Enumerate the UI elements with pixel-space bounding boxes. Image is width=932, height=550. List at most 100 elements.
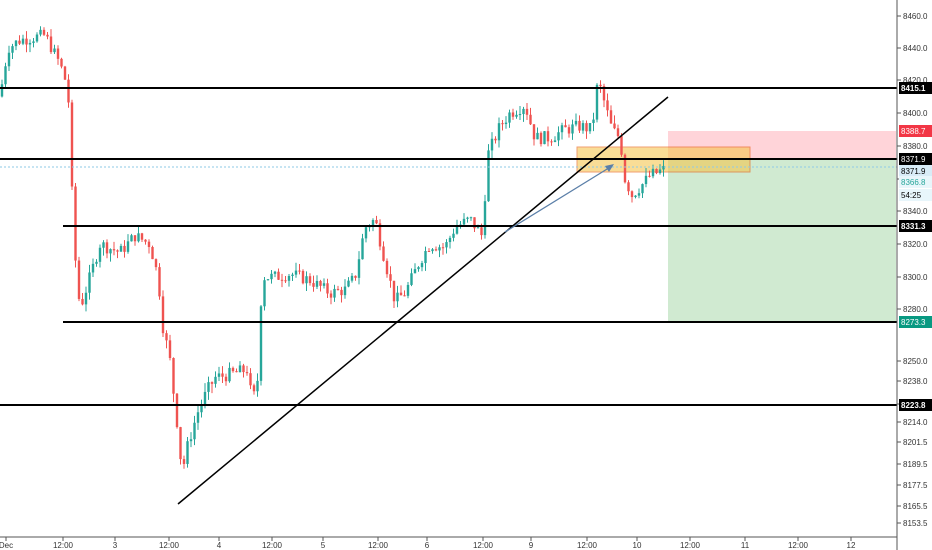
- candle-body: [214, 376, 217, 384]
- trendline[interactable]: [177, 96, 669, 505]
- candle: [186, 436, 189, 468]
- candle-body: [133, 235, 137, 242]
- candle-body: [532, 124, 536, 140]
- candle: [210, 381, 214, 394]
- candle-body: [539, 132, 543, 145]
- candle-body: [67, 79, 70, 103]
- candle: [25, 31, 28, 53]
- candle-body: [7, 52, 11, 67]
- candle-body: [494, 138, 497, 141]
- candle: [606, 93, 609, 117]
- candle: [406, 281, 410, 299]
- candle: [312, 275, 315, 292]
- candle-body: [564, 125, 567, 128]
- candle: [539, 131, 543, 147]
- candle: [515, 110, 518, 119]
- x-tick-label: 12: [847, 541, 856, 550]
- candle-body: [651, 168, 655, 177]
- candle-body: [340, 289, 343, 296]
- candle-body: [217, 373, 221, 377]
- candle-body: [529, 114, 532, 125]
- candle: [81, 293, 84, 306]
- x-tick-label: 9: [529, 541, 534, 550]
- candle-body: [32, 41, 35, 43]
- candle: [529, 107, 532, 126]
- candle: [462, 213, 466, 227]
- candle: [63, 65, 67, 81]
- candle: [305, 271, 308, 291]
- candle: [532, 124, 536, 146]
- candle-body: [175, 393, 179, 428]
- candle-body: [515, 114, 518, 117]
- candle: [557, 126, 560, 147]
- candle: [112, 241, 116, 256]
- candle-body: [602, 86, 606, 101]
- candle-body: [543, 131, 546, 145]
- candle-body: [53, 48, 56, 53]
- candle: [221, 366, 224, 384]
- x-tick-label: 12:00: [159, 541, 180, 550]
- candle-body: [441, 247, 445, 249]
- candle-body: [410, 273, 413, 285]
- candle: [266, 278, 270, 281]
- candle: [28, 39, 32, 53]
- candle: [431, 248, 434, 254]
- candle: [329, 290, 333, 305]
- price-tag-label: 8371.9: [901, 167, 926, 176]
- y-tick-label: 8250.0: [903, 357, 928, 366]
- candle: [39, 26, 42, 37]
- y-tick-label: 8320.0: [903, 240, 928, 249]
- x-tick-label: 3: [113, 541, 118, 550]
- candle: [231, 366, 235, 373]
- candle-body: [322, 283, 326, 286]
- price-tag: [899, 153, 932, 165]
- candle: [469, 216, 473, 221]
- candle-body: [56, 48, 60, 59]
- candle-body: [462, 218, 466, 225]
- candle-body: [473, 217, 476, 229]
- candle-body: [616, 128, 620, 137]
- candle: [53, 44, 56, 54]
- candle-body: [284, 280, 287, 282]
- candle-body: [333, 288, 336, 298]
- y-tick-label: 8300.0: [903, 273, 928, 282]
- candle-body: [588, 123, 592, 132]
- candle-body: [200, 404, 203, 413]
- candle: [396, 285, 399, 308]
- y-tick-label: 8340.0: [903, 207, 928, 216]
- candle-body: [606, 100, 609, 111]
- candle-body: [508, 112, 511, 123]
- candle: [308, 273, 312, 286]
- candle: [595, 83, 599, 123]
- candle-body: [347, 280, 350, 287]
- projection-arrow[interactable]: [504, 165, 613, 233]
- candle: [291, 272, 294, 282]
- candle-body: [389, 274, 392, 281]
- candle: [32, 38, 35, 48]
- candle-body: [39, 29, 42, 35]
- candle: [620, 133, 623, 157]
- candle-body: [186, 441, 189, 464]
- candle: [662, 160, 665, 177]
- candle: [574, 113, 578, 127]
- candle-body: [238, 365, 242, 373]
- candle: [179, 426, 182, 465]
- price-tag: [899, 316, 932, 328]
- candle-body: [74, 186, 77, 261]
- candle-body: [546, 131, 550, 142]
- candle: [522, 106, 525, 122]
- candle-body: [585, 123, 588, 132]
- candle: [238, 361, 242, 373]
- candle: [340, 286, 343, 303]
- candle: [98, 244, 102, 268]
- candle: [298, 263, 301, 275]
- candle: [123, 240, 126, 258]
- candle: [270, 270, 273, 284]
- candle-body: [98, 247, 102, 262]
- candle: [158, 263, 161, 300]
- candle: [333, 284, 336, 302]
- candle: [84, 286, 88, 312]
- candle-body: [553, 140, 557, 142]
- candle-body: [273, 271, 277, 274]
